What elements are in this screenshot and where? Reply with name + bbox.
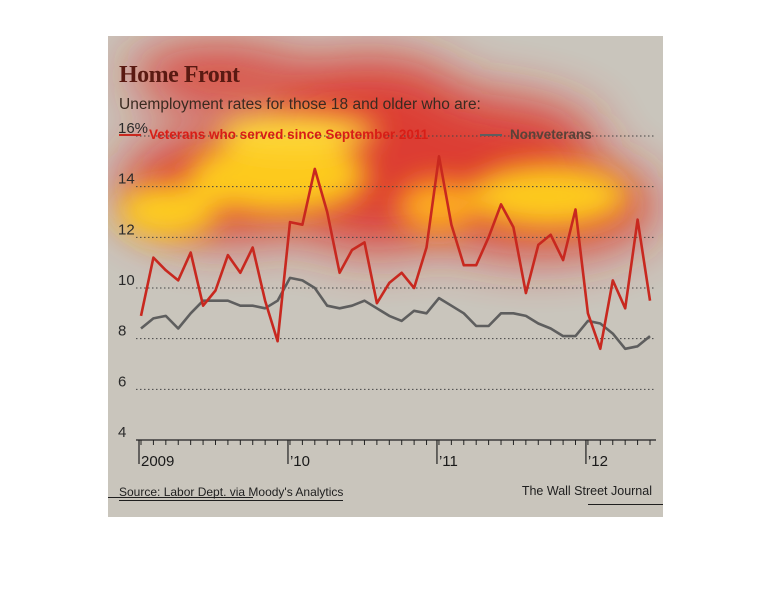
series-line-nonveterans (140, 276, 651, 351)
bottom-rule-left (108, 497, 253, 498)
legend-item-veterans: Veterans who served since September 2011 (119, 127, 428, 142)
bottom-rule-right (588, 504, 663, 505)
grid-lines (136, 135, 656, 390)
y-tick-label-8: 8 (118, 323, 126, 340)
chart-title: Home Front (119, 62, 240, 88)
y-axis: 4 6 8 10 12 14 16% (118, 120, 148, 441)
x-tick-label-12: ’10 (290, 453, 310, 470)
legend-swatch-veterans (119, 134, 141, 137)
x-axis: 2009 ’10 ’11 ’12 (136, 439, 656, 470)
series-lines (139, 155, 652, 351)
legend-label-nonveterans: Nonveterans (510, 127, 592, 142)
x-tick-label-0: 2009 (141, 453, 174, 470)
legend-swatch-nonveterans (480, 134, 502, 137)
y-tick-label-12: 12 (118, 221, 135, 238)
legend-label-veterans: Veterans who served since September 2011 (149, 127, 429, 142)
source-note: Source: Labor Dept. via Moody's Analytic… (119, 485, 344, 501)
line-chart: 2009 ’10 ’11 ’12 4 6 8 10 12 14 16% (118, 120, 656, 470)
x-tick-label-24: ’11 (439, 453, 458, 470)
y-tick-label-14: 14 (118, 171, 135, 188)
y-tick-label-6: 6 (118, 373, 126, 390)
y-tick-label-4: 4 (118, 424, 126, 441)
chart-subtitle: Unemployment rates for those 18 and olde… (119, 96, 481, 113)
x-tick-label-36: ’12 (588, 453, 608, 470)
y-tick-label-16: 16% (118, 120, 148, 137)
y-tick-label-10: 10 (118, 272, 135, 289)
credit-line: The Wall Street Journal (521, 484, 652, 498)
chart-panel: 2009 ’10 ’11 ’12 4 6 8 10 12 14 16% Home Front Un… (108, 36, 663, 517)
series-line-veterans (139, 155, 652, 351)
legend-item-nonveterans: Nonveterans (480, 127, 592, 142)
